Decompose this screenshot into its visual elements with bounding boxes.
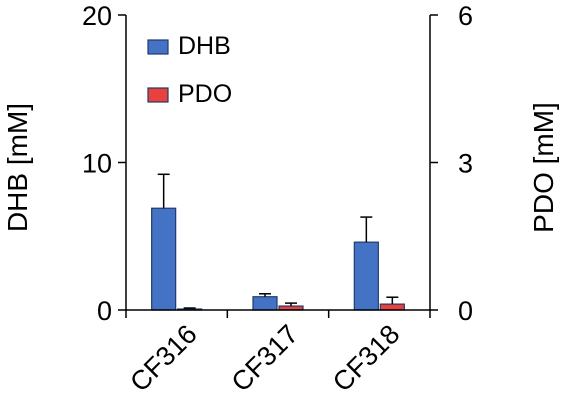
legend-label-dhb: DHB	[178, 32, 231, 60]
y-axis-title-right: PDO [mM]	[528, 102, 559, 233]
y-tick-label-left: 0	[97, 296, 112, 326]
legend: DHB PDO	[147, 32, 232, 108]
legend-label-pdo: PDO	[178, 80, 232, 108]
axes-layer: 0 10 20 0 3 6 CF316 CF317 CF318 DHB [mM] PDO [mM]	[2, 1, 559, 397]
bar-pdo-cf318	[379, 303, 405, 311]
bars-layer	[151, 173, 405, 311]
x-tick-label: CF318	[327, 319, 406, 398]
y-tick-label-right: 6	[458, 1, 473, 31]
bar-dhb-cf318	[353, 241, 379, 311]
x-tick-label: CF317	[226, 319, 305, 398]
y-tick-label-right: 0	[458, 296, 473, 326]
y-axis-title-left: DHB [mM]	[2, 103, 33, 232]
y-tick-label-left: 20	[82, 1, 112, 31]
y-tick-label-right: 3	[458, 149, 473, 179]
bar-dhb-cf316	[151, 207, 177, 311]
legend-swatch-pdo	[147, 87, 169, 103]
bar-dhb-cf317	[252, 296, 278, 311]
y-tick-label-left: 10	[82, 149, 112, 179]
x-tick-label: CF316	[124, 319, 203, 398]
legend-swatch-dhb	[147, 39, 169, 55]
